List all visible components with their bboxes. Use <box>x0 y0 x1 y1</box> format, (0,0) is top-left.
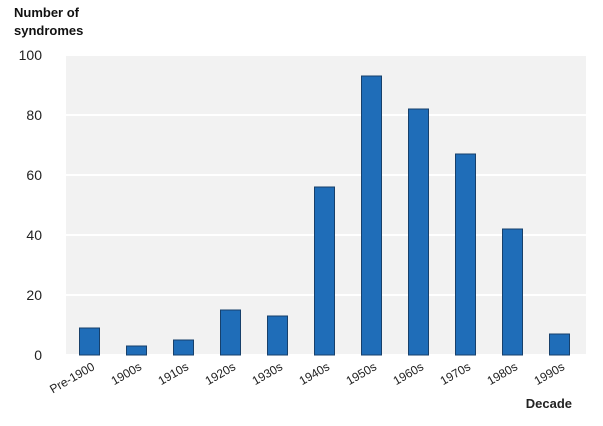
x-tick-label: 1930s <box>250 359 285 387</box>
bar <box>361 75 382 356</box>
y-tick-label: 20 <box>26 287 42 303</box>
y-tick-label: 80 <box>26 107 42 123</box>
bar <box>408 108 429 356</box>
bar <box>549 333 570 356</box>
y-tick-label: 40 <box>26 227 42 243</box>
x-tick-label: 1900s <box>109 359 144 387</box>
x-tick-label: 1980s <box>485 359 520 387</box>
y-tick-label: 60 <box>26 167 42 183</box>
bar <box>126 345 147 356</box>
x-tick-label: 1940s <box>297 359 332 387</box>
bar <box>502 228 523 356</box>
bar <box>173 339 194 356</box>
bar <box>220 309 241 356</box>
x-tick-label: 1970s <box>438 359 473 387</box>
x-tick-label: 1910s <box>156 359 191 387</box>
x-axis-label: Decade <box>526 396 572 411</box>
y-tick-label: 0 <box>34 347 42 363</box>
y-tick-label: 100 <box>19 47 43 63</box>
bar <box>455 153 476 356</box>
x-tick-label: 1960s <box>391 359 426 387</box>
bar <box>314 186 335 356</box>
x-tick-label: 1950s <box>344 359 379 387</box>
x-tick-label: 1990s <box>532 359 567 387</box>
bar <box>267 315 288 356</box>
bar <box>79 327 100 356</box>
x-tick-label: 1920s <box>203 359 238 387</box>
x-tick-label: Pre-1900 <box>47 359 97 396</box>
y-axis-label: Number of syndromes <box>14 5 84 38</box>
